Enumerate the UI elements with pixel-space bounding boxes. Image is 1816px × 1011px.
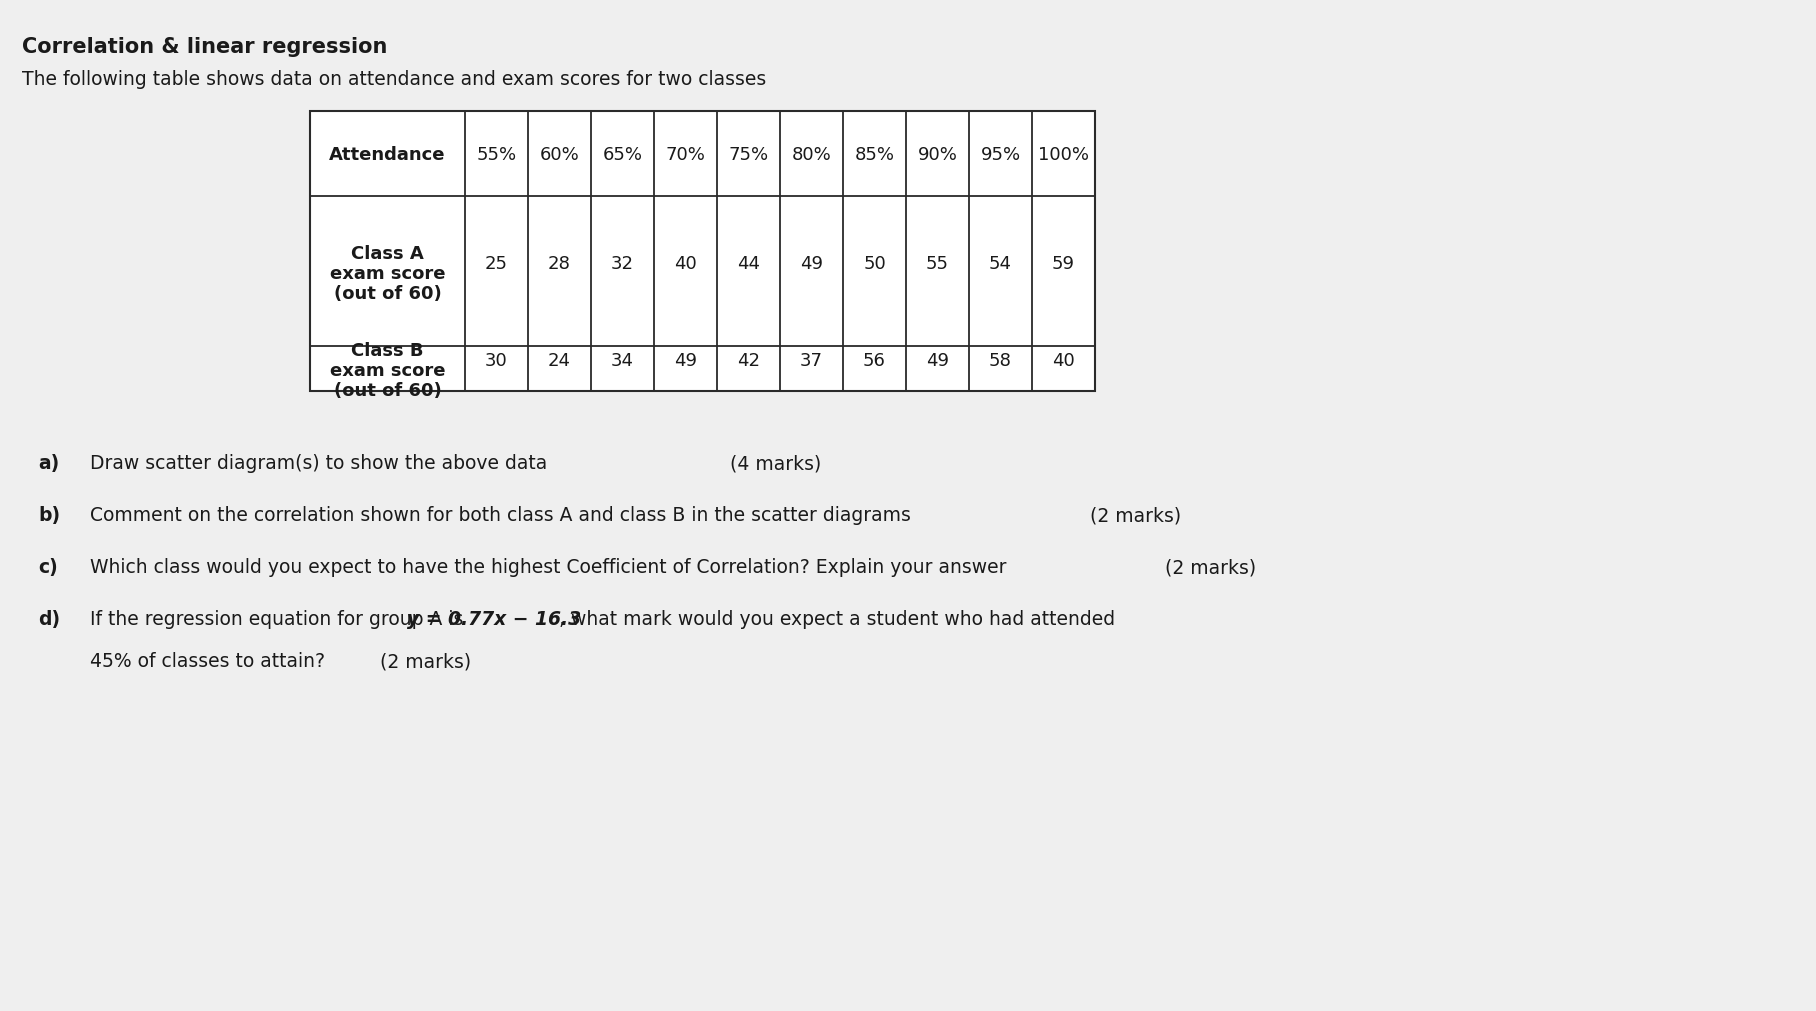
Text: 50: 50	[863, 255, 886, 273]
Text: y = 0.77x − 16.3: y = 0.77x − 16.3	[407, 610, 581, 629]
Text: exam score: exam score	[331, 362, 445, 380]
Text: exam score: exam score	[331, 265, 445, 283]
Text: 80%: 80%	[792, 146, 832, 164]
Text: 85%: 85%	[855, 146, 895, 164]
Text: a): a)	[38, 454, 60, 472]
Text: Draw scatter diagram(s) to show the above data: Draw scatter diagram(s) to show the abov…	[91, 454, 547, 472]
Text: 49: 49	[926, 352, 950, 370]
Text: 55: 55	[926, 255, 950, 273]
Text: Comment on the correlation shown for both class A and class B in the scatter dia: Comment on the correlation shown for bot…	[91, 506, 912, 525]
Text: 40: 40	[1051, 352, 1075, 370]
Text: 40: 40	[674, 255, 697, 273]
Text: 42: 42	[737, 352, 761, 370]
Text: (out of 60): (out of 60)	[334, 382, 441, 400]
Text: 25: 25	[485, 255, 508, 273]
Text: 75%: 75%	[728, 146, 768, 164]
Text: 49: 49	[674, 352, 697, 370]
Text: Class A: Class A	[350, 245, 423, 263]
Text: 34: 34	[610, 352, 634, 370]
Bar	[311, 112, 1095, 391]
Text: The following table shows data on attendance and exam scores for two classes: The following table shows data on attend…	[22, 70, 766, 89]
Text: 55%: 55%	[476, 146, 516, 164]
Text: 58: 58	[990, 352, 1012, 370]
Text: c): c)	[38, 557, 58, 576]
Text: Which class would you expect to have the highest Coefficient of Correlation? Exp: Which class would you expect to have the…	[91, 557, 1006, 576]
Text: (2 marks): (2 marks)	[380, 651, 470, 670]
Text: 70%: 70%	[665, 146, 705, 164]
Text: b): b)	[38, 506, 60, 525]
Text: d): d)	[38, 610, 60, 629]
Text: 100%: 100%	[1039, 146, 1090, 164]
Text: (out of 60): (out of 60)	[334, 285, 441, 302]
Text: Class B: Class B	[350, 342, 423, 360]
Text: 32: 32	[610, 255, 634, 273]
Text: 59: 59	[1051, 255, 1075, 273]
Bar	[311, 112, 1095, 391]
Text: Correlation & linear regression: Correlation & linear regression	[22, 37, 387, 57]
Text: 30: 30	[485, 352, 508, 370]
Text: , what mark would you expect a student who had attended: , what mark would you expect a student w…	[559, 610, 1115, 629]
Text: 95%: 95%	[981, 146, 1021, 164]
Text: 45% of classes to attain?: 45% of classes to attain?	[91, 651, 325, 670]
Text: 28: 28	[548, 255, 570, 273]
Text: 54: 54	[990, 255, 1012, 273]
Text: 24: 24	[548, 352, 570, 370]
Text: 65%: 65%	[603, 146, 643, 164]
Text: (2 marks): (2 marks)	[1090, 506, 1180, 525]
Text: 37: 37	[801, 352, 823, 370]
Text: 60%: 60%	[539, 146, 579, 164]
Text: 44: 44	[737, 255, 761, 273]
Text: (2 marks): (2 marks)	[1166, 557, 1257, 576]
Text: (4 marks): (4 marks)	[730, 454, 821, 472]
Text: 56: 56	[863, 352, 886, 370]
Text: 90%: 90%	[917, 146, 957, 164]
Text: Attendance: Attendance	[329, 146, 445, 164]
Text: If the regression equation for group A is: If the regression equation for group A i…	[91, 610, 469, 629]
Text: 49: 49	[801, 255, 823, 273]
